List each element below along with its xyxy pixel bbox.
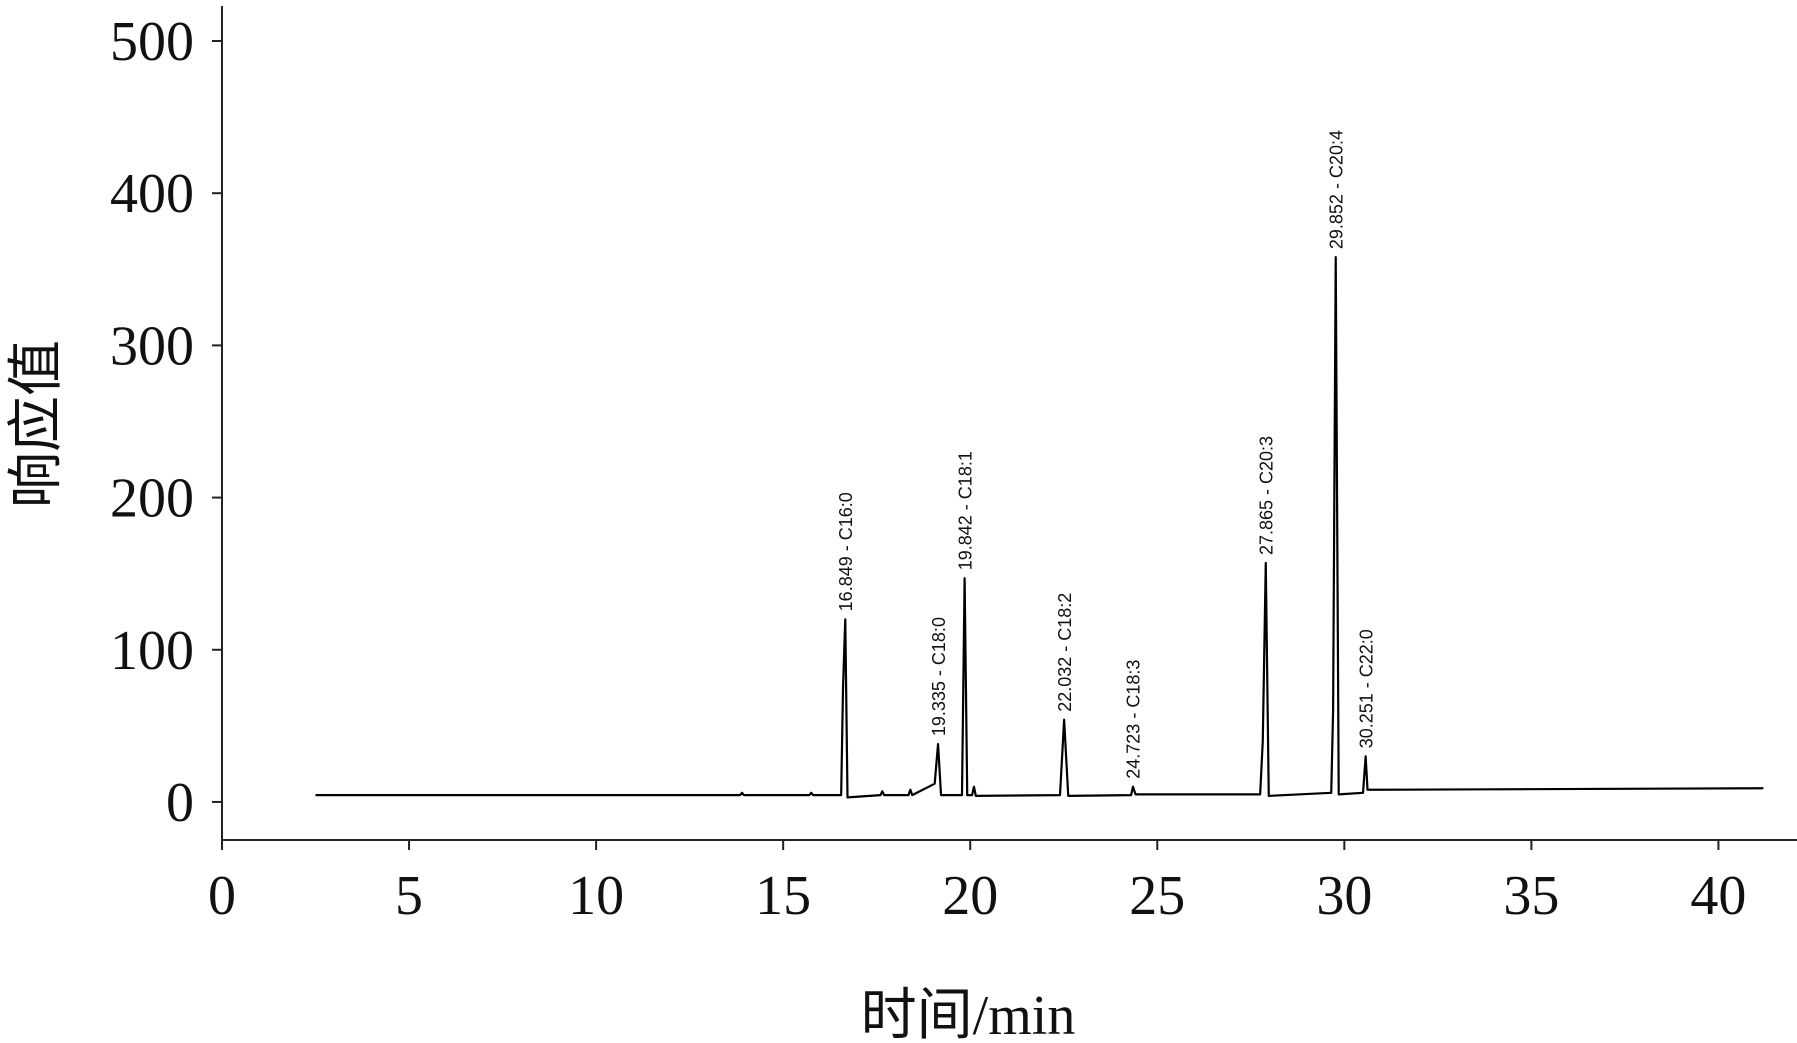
x-tick-label: 10 [568, 865, 624, 927]
y-tick-label: 100 [110, 620, 194, 682]
peak-label: 29.852 - C20:4 [1326, 130, 1346, 249]
y-tick-label: 300 [110, 315, 194, 377]
y-tick-label: 0 [166, 772, 194, 834]
peak-label: 30.251 - C22:0 [1356, 629, 1376, 748]
peak-label: 22.032 - C18:2 [1055, 593, 1075, 712]
y-tick-label: 500 [110, 11, 194, 73]
x-axis-label: 时间/min [861, 985, 1076, 1043]
peak-label: 27.865 - C20:3 [1257, 436, 1277, 555]
x-tick-label: 35 [1503, 865, 1559, 927]
y-tick-label: 200 [110, 468, 194, 530]
peak-label: 24.723 - C18:3 [1124, 660, 1144, 779]
x-tick-label: 5 [395, 865, 423, 927]
trace [315, 256, 1764, 799]
x-tick-label: 40 [1690, 865, 1746, 927]
x-tick-label: 25 [1129, 865, 1185, 927]
y-axis-label: 响应值 [6, 340, 68, 508]
x-tick-label: 0 [208, 865, 236, 927]
peak-label: 16.849 - C16:0 [836, 492, 856, 611]
x-tick-label: 15 [755, 865, 811, 927]
peak-label: 19.842 - C18:1 [955, 451, 975, 570]
x-tick-label: 20 [942, 865, 998, 927]
peak-label: 19.335 - C18:0 [929, 617, 949, 736]
x-tick-label: 30 [1316, 865, 1372, 927]
y-tick-label: 400 [110, 163, 194, 225]
